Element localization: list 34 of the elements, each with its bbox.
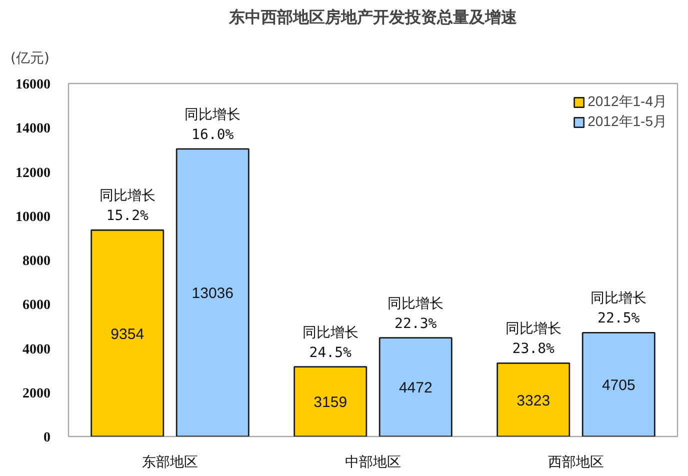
x-tick-label: 西部地区	[548, 454, 604, 470]
y-tick-label: 10000	[16, 210, 50, 225]
bar	[496, 362, 570, 436]
y-tick-label: 0	[44, 430, 50, 446]
y-tick-label: 12000	[16, 166, 50, 181]
y-tick-label: 8000	[22, 254, 50, 269]
x-tick-label: 中部地区	[345, 454, 401, 470]
annotation: 同比增长 23.8%	[505, 321, 562, 358]
y-tick-label: 2000	[22, 386, 50, 402]
bar	[90, 229, 164, 436]
legend-label: 2012年1-4月	[588, 93, 667, 111]
bar	[582, 332, 656, 436]
y-tick-label: 14000	[16, 122, 50, 137]
bar	[294, 366, 368, 436]
annotation: 同比增长 16.0%	[184, 106, 241, 143]
chart-title: 东中西部地区房地产开发投资总量及增速	[228, 8, 518, 26]
y-tick-label: 4000	[22, 342, 50, 358]
y-tick-label: 16000	[16, 78, 50, 92]
data-label: 4472	[398, 380, 432, 397]
y-tick-label: 6000	[22, 298, 50, 314]
legend-label: 2012年1-5月	[588, 113, 667, 131]
data-label: 3159	[314, 394, 348, 412]
bar	[378, 337, 452, 436]
annotation: 同比增长 22.5%	[590, 290, 647, 327]
annotation: 同比增长 22.3%	[388, 296, 444, 332]
bar	[176, 148, 250, 436]
data-label: 3323	[516, 392, 550, 410]
annotation: 同比增长 15.2%	[99, 188, 156, 224]
x-tick-label: 东部地区	[142, 454, 198, 470]
y-axis-title: (亿元)	[10, 50, 50, 66]
annotation: 同比增长 24.5%	[302, 324, 358, 361]
data-label: 13036	[192, 285, 234, 302]
data-label: 4705	[602, 377, 636, 394]
data-label: 9354	[110, 326, 144, 343]
